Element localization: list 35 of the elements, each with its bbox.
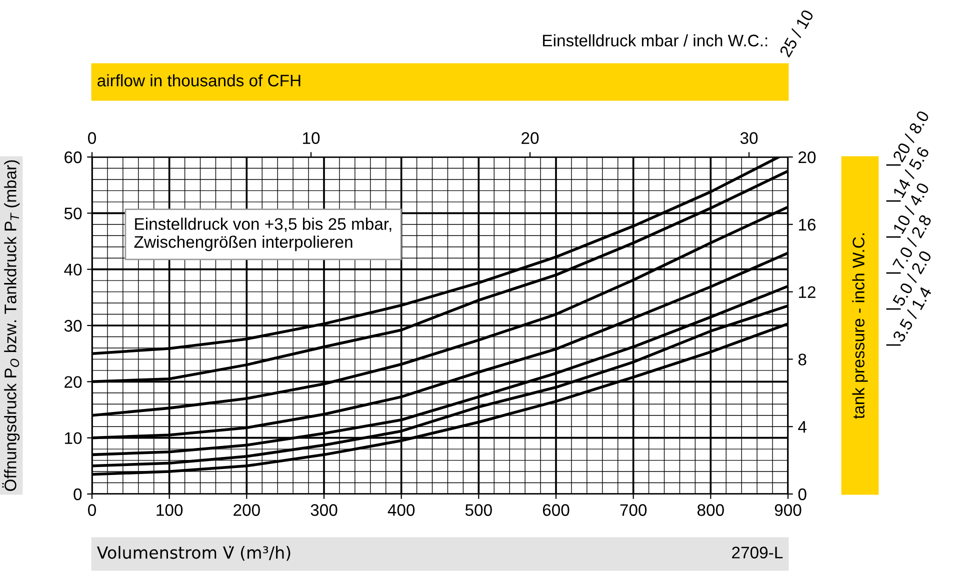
x-tick-label: 200 — [234, 504, 260, 516]
y-tick-label: 20 — [64, 376, 82, 388]
x-tick-label: 700 — [620, 504, 647, 516]
x-tick-label: 600 — [542, 504, 570, 516]
y-tick-label: 60 — [64, 151, 82, 164]
y2-tick-label: 4 — [798, 421, 807, 433]
x-tick-label: 900 — [774, 504, 802, 516]
x2-axis-title: airflow in thousands of CFH — [98, 74, 300, 86]
y2-tick-label: 8 — [798, 354, 806, 366]
y2-tick-label: 12 — [798, 286, 816, 298]
y-tick-label: 50 — [64, 208, 82, 220]
x-tick-label: 100 — [156, 504, 183, 516]
x-tick-label: 500 — [465, 504, 492, 516]
x-axis-title: Volumenstrom V̇ (m³/h) — [96, 546, 290, 561]
y-tick-label: 10 — [65, 432, 82, 444]
x-tick-label: 800 — [697, 504, 724, 516]
y2-tick-label: 0 — [798, 488, 806, 500]
x2-tick-label: 10 — [303, 132, 320, 144]
text: 2709-L — [732, 546, 783, 558]
y2-axis-title: tank pressure - inch W.C. — [852, 233, 868, 419]
annotation: Einstelldruck von +3,5 bis 25 mbar, Zwischengrößen interpolieren — [134, 218, 392, 252]
x-tick-label: 300 — [310, 504, 338, 516]
y-tick-label: 40 — [64, 264, 82, 276]
y-axis-title: Öffnungsdruck P$_{O}$ bzw. Tankdruck P$_{T}$ (mbar) — [2, 160, 20, 491]
x-tick-label: 0 — [88, 504, 96, 516]
legend-title: Einstelldruck mbar / inch W.C.: — [543, 34, 768, 46]
x2-tick-label: 0 — [88, 132, 96, 144]
x2-tick-label: 30 — [740, 132, 758, 144]
y-tick-label: 0 — [74, 488, 82, 500]
y-tick-label: 30 — [64, 320, 82, 332]
y2-tick-label: 20 — [798, 151, 816, 164]
y2-tick-label: 16 — [798, 218, 816, 231]
x2-tick-label: 20 — [522, 132, 539, 144]
x-tick-label: 400 — [388, 504, 415, 516]
text: 25 / 10 — [778, 8, 814, 58]
